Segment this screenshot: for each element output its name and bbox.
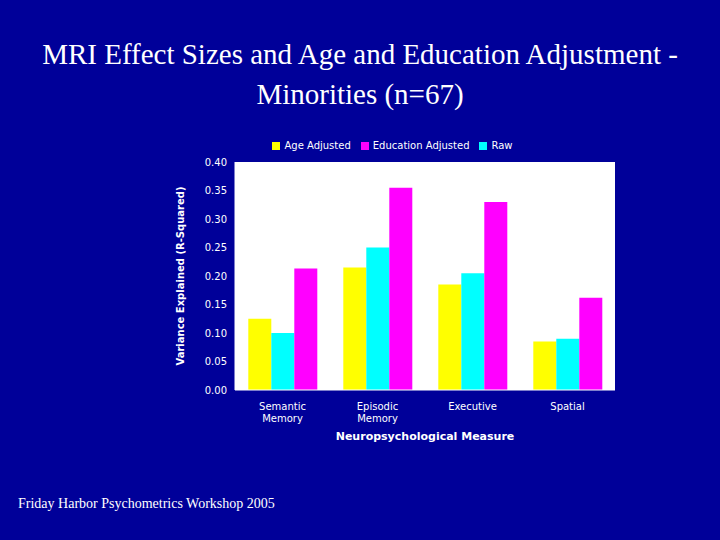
html-text:Age Adjusted: Age Adjusted	[284, 140, 351, 151]
svg-text:0.40: 0.40	[205, 157, 227, 168]
svg-text:0.35: 0.35	[205, 185, 227, 196]
svg-text:Neuropsychological Measure: Neuropsychological Measure	[336, 430, 515, 443]
svg-text:SemanticMemory: SemanticMemory	[259, 401, 306, 424]
html-text:Education Adjusted: Education Adjusted	[372, 140, 470, 151]
svg-text:Spatial: Spatial	[550, 401, 584, 412]
html-text:Friday Harbor Psychometrics Wo: Friday Harbor Psychometrics Workshop 200…	[18, 496, 275, 511]
html-text:MRI Effect Sizes and Age and E: MRI Effect Sizes and Age and Education A…	[42, 38, 678, 110]
svg-text:Executive: Executive	[448, 401, 497, 412]
html-text:Raw: Raw	[491, 140, 513, 151]
svg-text:0.15: 0.15	[205, 299, 227, 310]
svg-text:EpisodicMemory: EpisodicMemory	[357, 401, 398, 424]
svg-text:Variance Explained (R-Squared): Variance Explained (R-Squared)	[175, 186, 186, 365]
svg-text:0.30: 0.30	[205, 214, 227, 225]
svg-text:0.10: 0.10	[205, 328, 227, 339]
svg-text:0.00: 0.00	[205, 385, 227, 396]
svg-text:0.20: 0.20	[205, 271, 227, 282]
svg-text:0.05: 0.05	[205, 356, 227, 367]
svg-text:0.25: 0.25	[205, 242, 227, 253]
